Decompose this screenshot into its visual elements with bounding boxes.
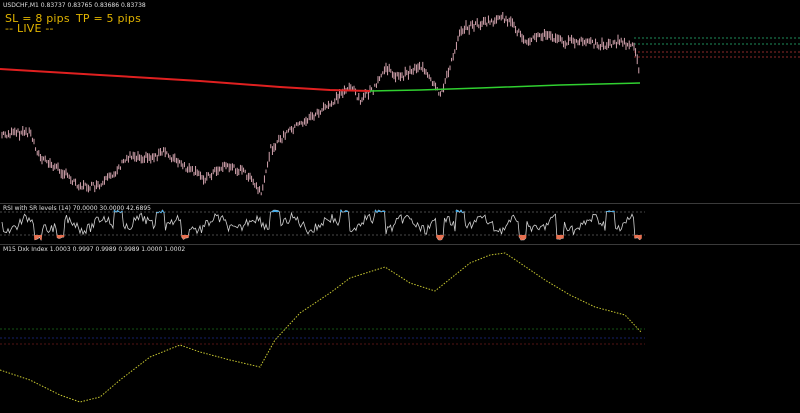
moving-average-down	[0, 68, 371, 92]
rsi-overbought-fill	[113, 210, 615, 213]
index-indicator-title: M15 Dxk Index 1.0003 0.9997 0.9989 0.998…	[3, 246, 186, 253]
index-indicator-pane[interactable]: M15 Dxk Index 1.0003 0.9997 0.9989 0.998…	[0, 245, 800, 413]
price-chart-title: USDCHF,M1 0.83737 0.83765 0.83686 0.8373…	[3, 2, 146, 9]
moving-average-up	[369, 82, 641, 92]
index-indicator-canvas[interactable]	[0, 245, 800, 413]
price-chart-pane[interactable]: USDCHF,M1 0.83737 0.83765 0.83686 0.8373…	[0, 0, 800, 203]
rsi-indicator-canvas[interactable]	[0, 204, 800, 244]
pane-separator[interactable]	[0, 203, 800, 204]
live-status-label: -- LIVE --	[5, 22, 54, 35]
price-chart-canvas[interactable]	[0, 0, 800, 203]
take-profit-label: TP = 5 pips	[76, 12, 142, 25]
rsi-line	[1, 208, 642, 242]
rsi-indicator-title: RSI with SR levels (14) 70.0000 30.0000 …	[3, 205, 151, 212]
rsi-indicator-pane[interactable]: RSI with SR levels (14) 70.0000 30.0000 …	[0, 204, 800, 244]
rsi-oversold-fill	[34, 235, 642, 240]
index-line	[0, 252, 642, 403]
price-candles	[1, 12, 640, 196]
pane-separator[interactable]	[0, 244, 800, 245]
stop-loss-label: SL = 8 pips	[5, 12, 70, 25]
